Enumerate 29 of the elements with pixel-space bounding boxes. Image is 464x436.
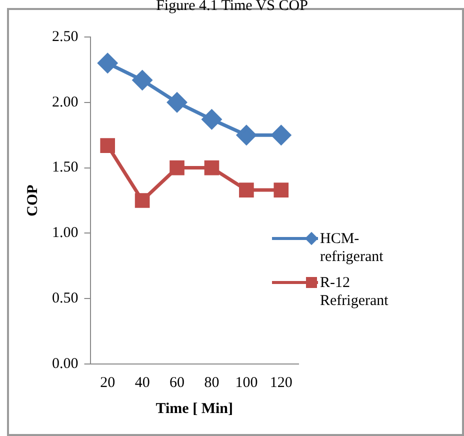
y-tick-label: 2.00 bbox=[52, 94, 78, 110]
point bbox=[239, 182, 254, 198]
point bbox=[98, 53, 118, 73]
y-tick-label: 1.50 bbox=[52, 160, 78, 176]
point bbox=[202, 110, 222, 130]
point bbox=[204, 160, 220, 176]
point bbox=[236, 125, 256, 145]
x-tick-label: 60 bbox=[170, 374, 185, 391]
point bbox=[271, 125, 291, 145]
point bbox=[274, 182, 289, 198]
chart-title: Figure 4.1 Time VS COP bbox=[155, 0, 309, 15]
point bbox=[167, 92, 187, 112]
legend-label: R-12 Refrigerant bbox=[320, 274, 388, 310]
y-tick-label: 0.00 bbox=[52, 356, 78, 372]
x-tick-label: 20 bbox=[100, 374, 116, 391]
x-tick-label: 120 bbox=[270, 374, 292, 391]
y-tick-label: 0.50 bbox=[52, 290, 78, 307]
x-tick-label: 80 bbox=[204, 374, 220, 391]
y-axis-title: COP bbox=[24, 184, 41, 216]
point bbox=[132, 70, 152, 90]
x-axis-title: Time [ Min] bbox=[156, 400, 233, 417]
point bbox=[170, 160, 184, 176]
point bbox=[100, 138, 116, 153]
legend-label: HCM-refrigerant bbox=[320, 230, 384, 266]
x-tick-label: 40 bbox=[134, 374, 150, 391]
y-tick-label: 2.50 bbox=[52, 28, 78, 45]
y-tick-label: 1.00 bbox=[52, 225, 78, 242]
point bbox=[134, 193, 150, 208]
x-tick-label: 100 bbox=[235, 374, 258, 391]
